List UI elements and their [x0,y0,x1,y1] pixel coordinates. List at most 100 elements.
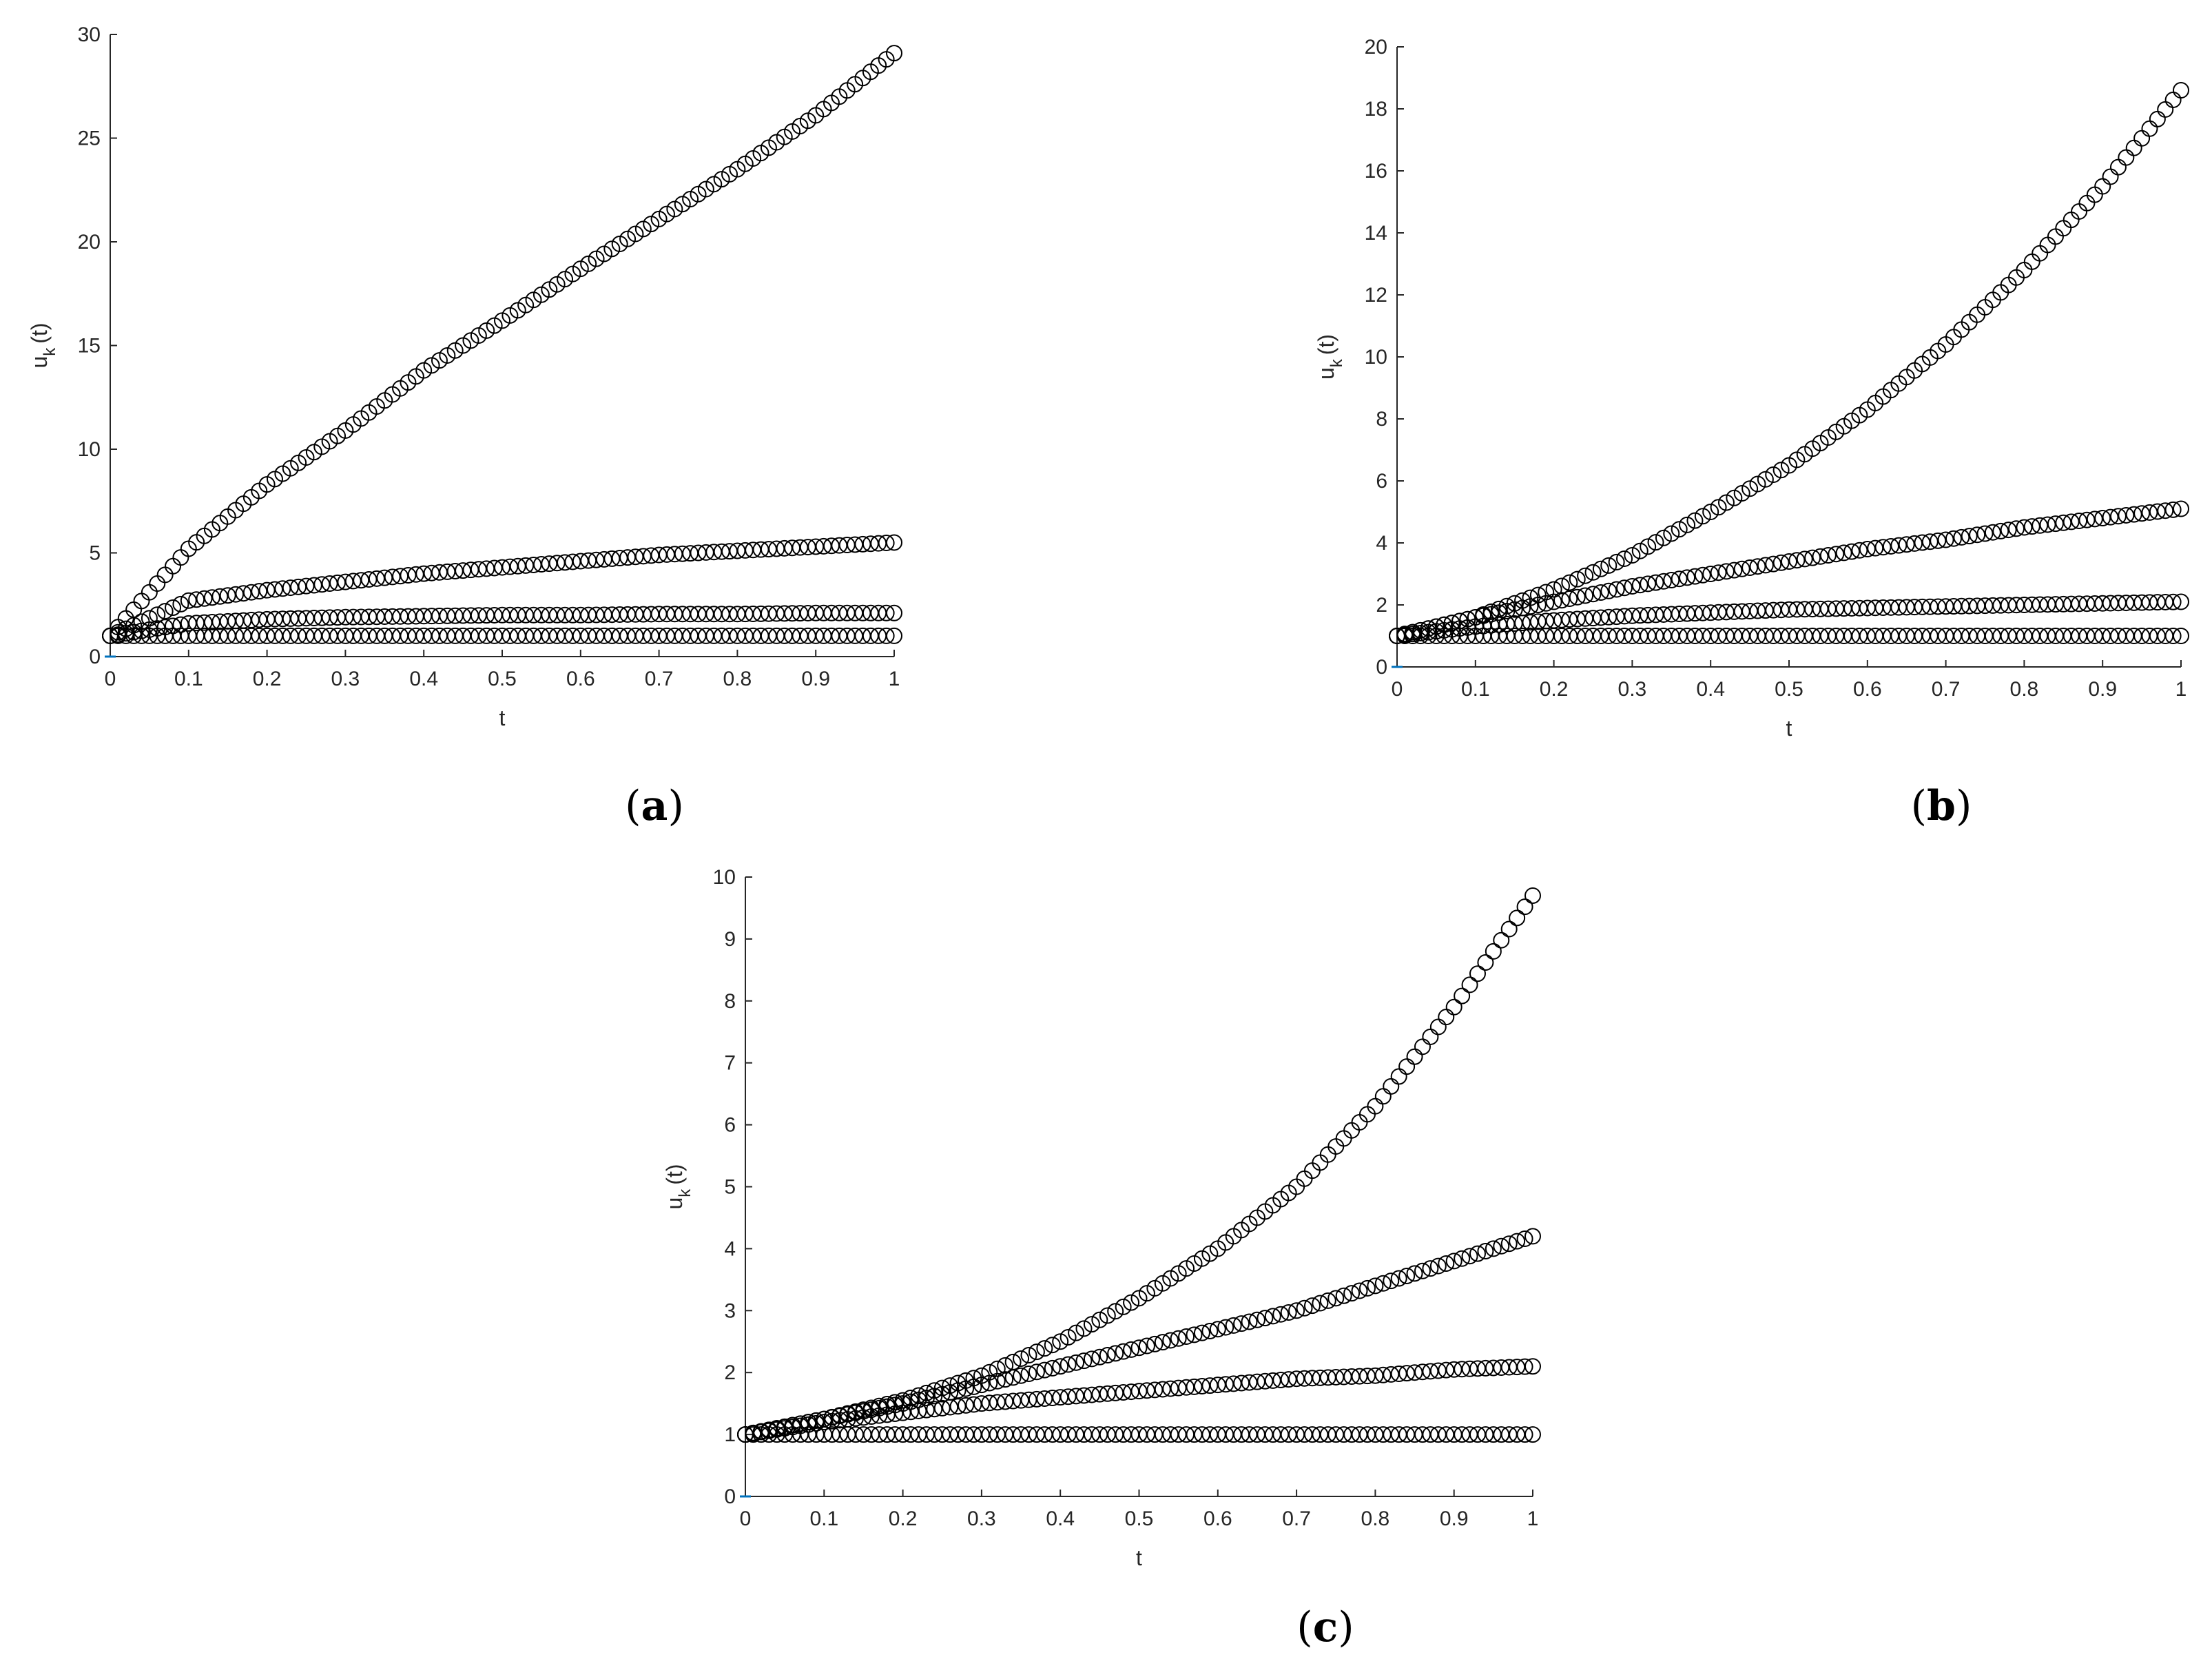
data-point [298,577,315,595]
data-point [321,575,338,593]
x-tick-label: 0.2 [889,1507,918,1530]
y-tick-label: 3 [724,1299,736,1322]
data-point [1083,1316,1100,1333]
data-point [2164,628,2182,644]
data-point [1819,547,1837,564]
data-point [1765,466,1782,483]
data-point [1524,1426,1541,1443]
x-tick-label: 0.2 [253,668,282,690]
data-point [768,1421,785,1438]
x-tick-label: 0.7 [645,668,674,690]
y-tick-label: 6 [1376,470,1387,493]
data-point [1241,1313,1258,1330]
data-point [1115,1298,1132,1315]
data-point [344,573,362,590]
data-point [1343,1285,1361,1302]
y-tick-label: 14 [1365,222,1387,245]
x-tick-label: 0.2 [1540,678,1569,701]
data-point [251,583,268,600]
data-point [305,577,322,594]
data-point [172,595,189,612]
data-point [1921,533,1939,550]
data-point [965,1396,982,1413]
data-point [2157,502,2174,519]
data-point [1406,1265,1423,1282]
data-point [1726,562,1743,579]
data-point [1068,1354,1085,1371]
data-point [1592,584,1609,601]
data-point [1569,570,1586,588]
data-point [1454,987,1471,1005]
data-point [1013,1367,1030,1384]
data-point [1655,573,1672,590]
data-point [1123,1294,1140,1311]
data-point [1906,535,1923,552]
data-point [1013,1350,1030,1367]
data-point [1890,537,1908,554]
data-point [196,590,213,607]
x-tick-label: 0.8 [2010,678,2039,701]
data-point [2032,517,2049,534]
data-point [219,587,236,604]
data-point [1694,508,1711,525]
data-point [1516,898,1533,916]
series-2 [1389,500,2189,644]
data-point [1584,564,1602,581]
data-point [2008,520,2025,537]
data-point [1036,1361,1053,1379]
y-axis-label-arg: (t) [662,1164,687,1185]
data-point [1545,581,1562,598]
data-point [958,1397,975,1414]
data-point [274,580,291,597]
data-point [1327,1290,1345,1307]
data-point [761,1422,778,1439]
panel-letter: c [1313,1603,1338,1651]
series-2 [737,1228,1541,1443]
data-point [997,1357,1014,1374]
series-4 [737,1426,1541,1443]
data-point [1138,1337,1155,1354]
data-point [989,1360,1006,1377]
data-point [1490,604,1507,621]
x-tick-label: 0.9 [1440,1507,1469,1530]
y-tick-label: 0 [1376,656,1387,679]
data-point [949,1398,967,1415]
data-point [2173,500,2189,517]
data-point [227,586,245,603]
y-tick-label: 2 [724,1361,736,1384]
data-point [2055,514,2072,531]
data-point [1044,1337,1061,1354]
data-point [918,1390,935,1407]
data-point [1477,1242,1494,1259]
y-tick-label: 16 [1365,160,1387,183]
data-point [902,1403,920,1421]
x-tick-label: 0.8 [723,668,752,690]
data-point [2039,516,2056,533]
data-point [1686,512,1704,529]
y-tick-label: 7 [724,1052,736,1075]
y-tick-label: 10 [1365,346,1387,369]
x-tick-label: 0.3 [1618,678,1647,701]
data-point [376,569,393,586]
data-point [266,581,283,598]
data-point [1788,552,1806,569]
y-axis-label-main: u [27,356,52,369]
data-point [1914,534,1931,551]
data-point [1812,548,1829,565]
data-point [203,589,220,606]
series-4 [102,627,902,644]
data-point [1741,559,1759,576]
data-point [878,1406,896,1423]
data-point [1186,1255,1203,1272]
data-point [2023,518,2040,535]
x-tick-label: 0.7 [1932,678,1961,701]
data-point [1445,1253,1462,1270]
data-point [1201,1245,1219,1262]
data-point [831,1412,849,1429]
data-point [1288,1302,1305,1319]
data-point [384,568,401,586]
data-point [1060,1328,1077,1346]
data-point [1485,942,1502,960]
data-point [368,570,385,587]
